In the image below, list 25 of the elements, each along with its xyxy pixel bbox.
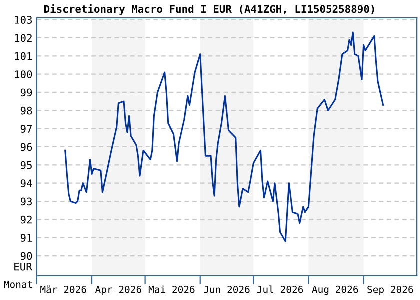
x-tick-label: Mai 2026 [148, 286, 195, 294]
y-axis-title: EUR [14, 263, 32, 271]
x-axis-title: Monat [4, 280, 32, 288]
y-tick-label: 96 [20, 143, 32, 152]
line-series [64, 32, 384, 242]
y-tick-label: 97 [20, 125, 32, 133]
y-tick-label: 100 [15, 70, 32, 78]
y-tick-label: 98 [20, 106, 32, 115]
y-tick-label: 103 [15, 16, 32, 24]
y-tick-label: 90 [20, 252, 32, 260]
chart-title: Discretionary Macro Fund I EUR (A41ZGH, LI1505258890) [44, 4, 374, 16]
x-tick-label: Mär 2026 [40, 286, 86, 294]
x-tick-label: Apr 2026 [95, 286, 142, 296]
y-tick-label: 102 [15, 34, 32, 42]
y-tick-label: 93 [20, 198, 32, 206]
y-tick-label: 91 [20, 234, 32, 242]
x-tick-label: Sep 2026 [368, 286, 414, 296]
y-tick-label: 95 [20, 161, 32, 170]
y-tick-label: 101 [15, 52, 32, 60]
x-tick-label: Jul 2026 [257, 286, 304, 294]
x-tick-label: Aug 2026 [312, 286, 358, 296]
y-tick-label: 94 [20, 180, 32, 188]
x-tick-label: Jun 2026 [204, 286, 250, 294]
y-tick-label: 92 [20, 216, 32, 224]
y-tick-label: 99 [20, 88, 32, 97]
